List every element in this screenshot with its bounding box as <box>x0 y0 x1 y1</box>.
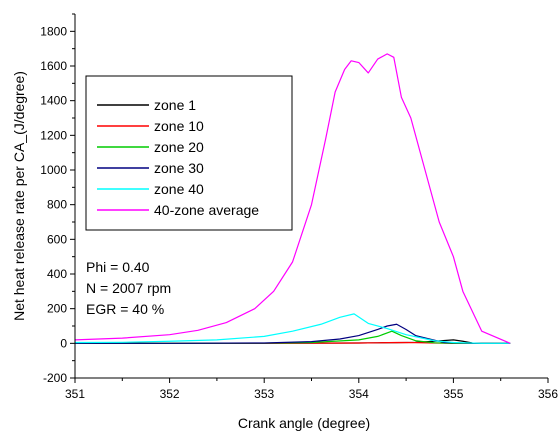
x-tick-label: 356 <box>538 387 558 401</box>
x-tick-label: 354 <box>349 387 369 401</box>
legend-label: zone 30 <box>154 160 204 176</box>
legend-box <box>85 75 293 231</box>
series-line-40-zone-average <box>74 53 511 344</box>
x-tick-label: 353 <box>254 387 274 401</box>
annotation-rpm: N = 2007 rpm <box>86 280 171 296</box>
legend-label: zone 20 <box>154 139 204 155</box>
y-tick-label: 800 <box>47 198 67 212</box>
legend-label: 40-zone average <box>154 202 259 218</box>
x-tick-label: 351 <box>65 387 85 401</box>
y-tick-label: 1600 <box>40 59 67 73</box>
y-tick-label: 1200 <box>40 128 67 142</box>
legend-label: zone 1 <box>154 97 196 113</box>
y-tick-label: -200 <box>43 371 67 385</box>
y-tick-label: 0 <box>60 336 67 350</box>
conditions-annotation: Phi = 0.40 N = 2007 rpm EGR = 40 % <box>86 259 171 317</box>
legend-label: zone 40 <box>154 181 204 197</box>
y-tick-label: 200 <box>47 302 67 316</box>
y-tick-label: 1400 <box>40 94 67 108</box>
series-line-zone-40 <box>74 313 511 344</box>
x-tick-label: 352 <box>160 387 180 401</box>
y-axis-ticks: -200 0 200 400 600 800 1000 1200 1400 1600 1800 <box>40 13 75 385</box>
x-axis-title: Crank angle (degree) <box>238 415 370 431</box>
y-axis-title: Net heat release rate per CA_(J/degree) <box>11 71 27 321</box>
x-tick-label: 355 <box>443 387 463 401</box>
legend-label: zone 10 <box>154 118 204 134</box>
y-tick-label: 1800 <box>40 24 67 38</box>
y-tick-label: 1000 <box>40 163 67 177</box>
legend: zone 1 zone 10 zone 20 zone 30 zone 40 40-zon… <box>85 75 293 231</box>
y-tick-label: 600 <box>47 232 67 246</box>
annotation-egr: EGR = 40 % <box>86 301 164 317</box>
y-tick-label: 400 <box>47 267 67 281</box>
annotation-phi: Phi = 0.40 <box>86 259 150 275</box>
series-lines <box>74 53 511 344</box>
x-axis-ticks: 351 352 353 354 355 356 <box>65 378 558 401</box>
